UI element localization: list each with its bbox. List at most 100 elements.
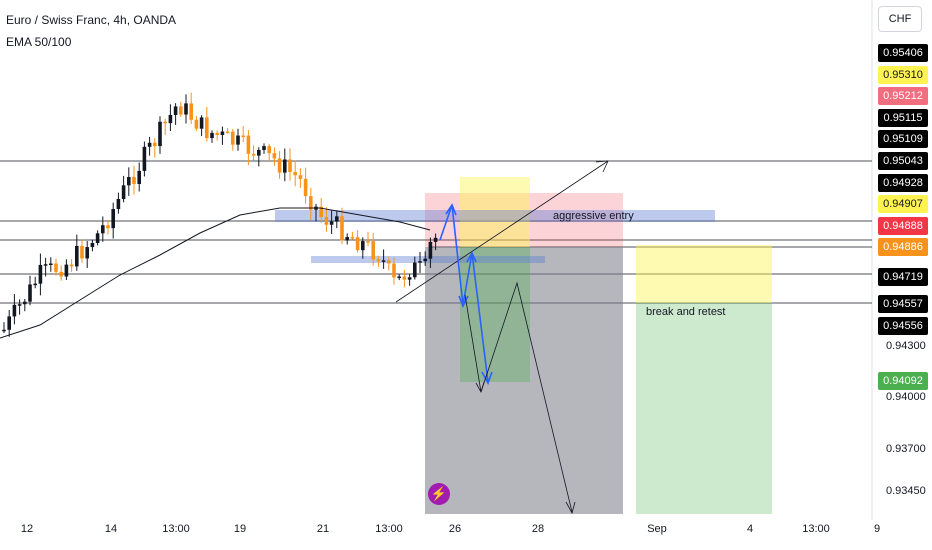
candle-body: [179, 106, 183, 115]
candle-body: [101, 225, 105, 234]
candle-body: [272, 153, 277, 159]
time-label: 28: [531, 523, 545, 535]
retest-zone-yellow[interactable]: [636, 245, 772, 303]
candle-body: [189, 103, 193, 120]
candle-body: [303, 178, 308, 197]
trend-line[interactable]: [395, 160, 609, 303]
break-and-retest-label[interactable]: break and retest: [646, 306, 726, 318]
candle-body: [199, 117, 204, 129]
price-tick: 0.93700: [886, 443, 926, 455]
candle-body: [241, 135, 245, 138]
aggressive-entry-label[interactable]: aggressive entry: [553, 210, 634, 222]
candle-body: [407, 277, 412, 280]
candle-body: [147, 142, 152, 147]
time-label: Sep: [647, 523, 667, 535]
candle-body: [366, 241, 370, 243]
price-tag[interactable]: 0.95109: [878, 130, 928, 148]
retest-target-zone-green[interactable]: [636, 303, 772, 514]
candle-body: [418, 261, 422, 263]
time-label: 14: [104, 523, 118, 535]
lightning-bolt-icon[interactable]: ⚡: [428, 483, 450, 505]
candle-body: [329, 221, 334, 225]
candle-body: [413, 262, 417, 278]
candle-body: [392, 263, 396, 278]
price-tag[interactable]: 0.95310: [878, 66, 928, 84]
retest-zone-blue[interactable]: [311, 256, 545, 263]
price-tag[interactable]: 0.94928: [878, 174, 928, 192]
candle-body: [423, 258, 427, 262]
candle-body: [350, 237, 355, 239]
price-tag[interactable]: 0.94557: [878, 295, 928, 313]
candle-body: [293, 171, 297, 176]
ema-line: [0, 207, 431, 339]
candle-body: [433, 237, 438, 242]
candle-body: [387, 260, 391, 264]
price-tick: 0.94000: [886, 391, 926, 403]
candle-body: [361, 241, 365, 251]
candle-body: [106, 225, 110, 229]
candle-body: [257, 149, 261, 156]
candle-body: [225, 131, 230, 134]
candle-body: [111, 209, 115, 229]
candle-body: [402, 276, 407, 280]
candle-body: [335, 216, 339, 222]
target-zone-gray[interactable]: [425, 247, 623, 514]
candle-body: [340, 216, 344, 241]
candle-body: [54, 263, 58, 272]
time-label: 19: [233, 523, 247, 535]
candle-body: [210, 132, 214, 139]
candle-body: [428, 241, 433, 259]
highlight-zone-yellow[interactable]: [460, 177, 530, 247]
candle-body: [142, 146, 147, 171]
candle-body: [153, 142, 157, 147]
candle-body: [397, 276, 401, 279]
price-tag[interactable]: 0.95406: [878, 44, 928, 62]
candle-body: [376, 259, 381, 262]
candle-body: [85, 247, 89, 259]
price-tag[interactable]: 0.94886: [878, 238, 928, 256]
target-zone-green-small[interactable]: [460, 247, 530, 382]
stop-zone-red[interactable]: [425, 193, 623, 247]
candle-body: [262, 146, 266, 150]
candle-body: [90, 242, 95, 248]
time-label: 13:00: [802, 523, 830, 535]
candle-body: [184, 103, 188, 115]
candle-body: [49, 263, 53, 265]
price-tag[interactable]: 0.95043: [878, 152, 928, 170]
price-tag[interactable]: 0.94888: [878, 217, 928, 235]
price-tag[interactable]: 0.95115: [878, 109, 928, 127]
candle-body: [116, 199, 121, 210]
candle-body: [298, 175, 303, 179]
candle-body: [309, 196, 313, 210]
candle-body: [246, 135, 251, 154]
candle-body: [168, 114, 173, 124]
candle-body: [371, 241, 375, 260]
time-label: 13:00: [375, 523, 403, 535]
candle-body: [220, 131, 225, 135]
candle-body: [64, 264, 69, 277]
candle-body: [251, 153, 256, 156]
currency-button[interactable]: CHF: [878, 6, 922, 32]
price-tag[interactable]: 0.94719: [878, 268, 928, 286]
candle-body: [33, 283, 37, 286]
candle-body: [236, 135, 240, 145]
candle-body: [163, 121, 167, 124]
time-label: 9: [873, 523, 881, 535]
candle-body: [2, 329, 6, 332]
candle-body: [132, 177, 136, 184]
price-tag[interactable]: 0.95212: [878, 87, 928, 105]
indicator-label[interactable]: EMA 50/100: [6, 35, 72, 49]
candle-body: [95, 233, 100, 243]
projection-arrows-blue[interactable]: [439, 203, 493, 385]
price-tag[interactable]: 0.94907: [878, 195, 928, 213]
price-tag[interactable]: 0.94092: [878, 372, 928, 390]
price-tag[interactable]: 0.94556: [878, 317, 928, 335]
candle-body: [381, 260, 386, 262]
candle-body: [205, 117, 209, 139]
candle-body: [158, 121, 162, 147]
candle-body: [59, 271, 63, 277]
candle-body: [38, 264, 43, 284]
projection-arrows-black[interactable]: [464, 281, 576, 515]
candle-body: [215, 132, 219, 135]
